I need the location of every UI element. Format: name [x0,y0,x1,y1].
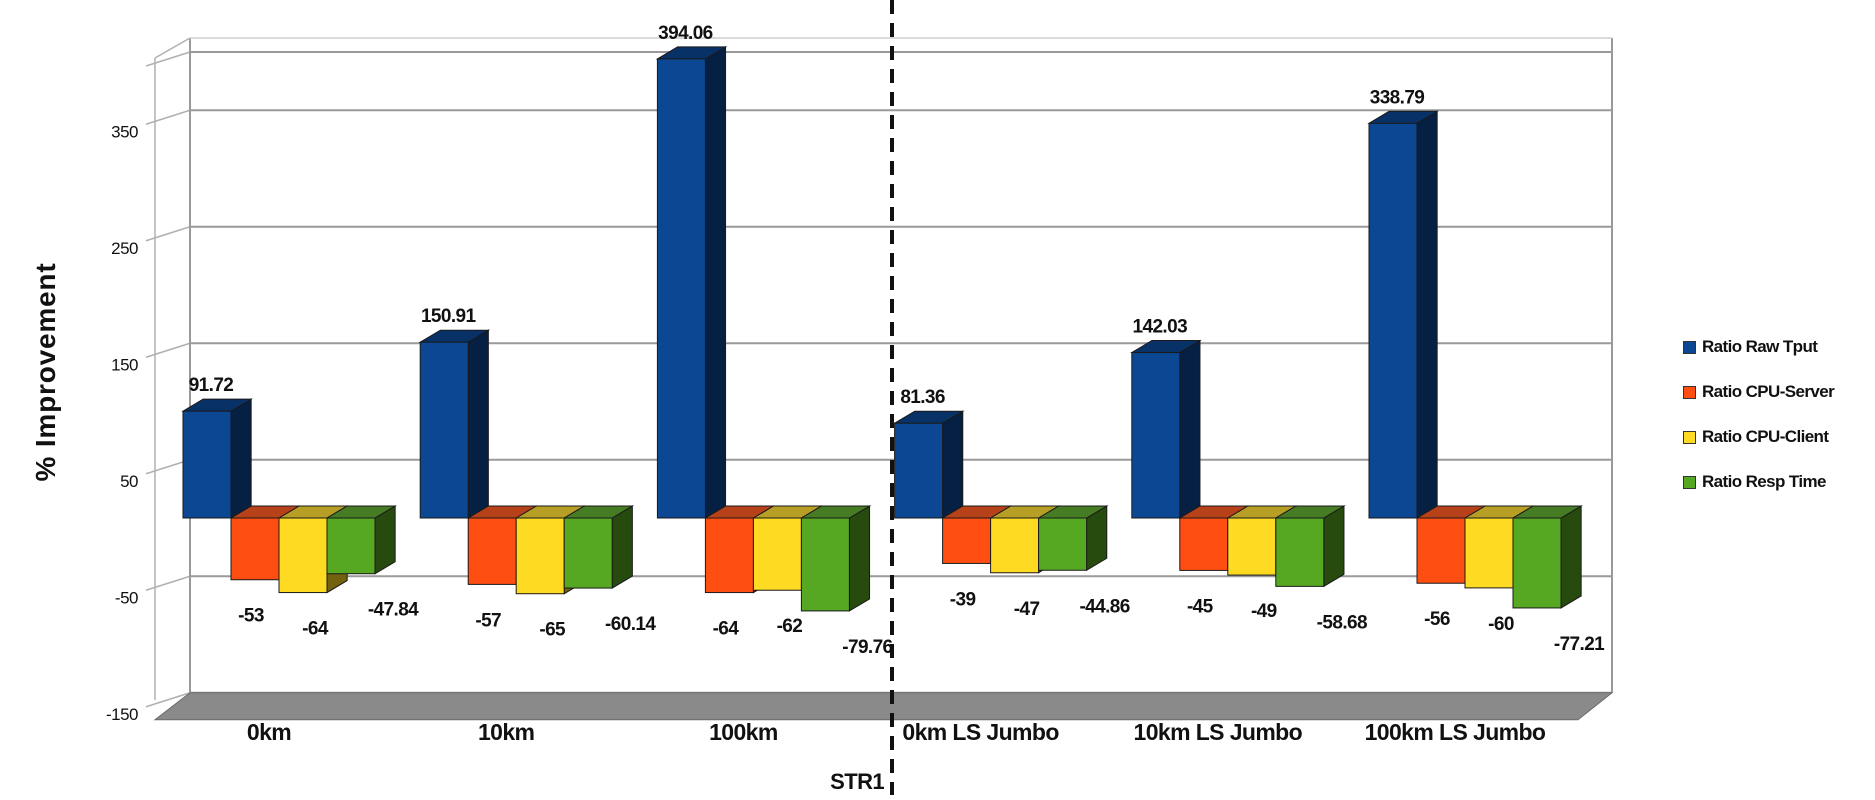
bar [892,410,965,519]
data-label: -47 [1014,599,1040,620]
gridline-side [145,575,191,591]
y-tick-label: 150 [111,355,138,374]
data-label: 142.03 [1133,317,1188,338]
data-label: -60 [1488,614,1514,635]
data-label: -79.76 [842,637,892,658]
legend-item: Ratio CPU-Server [1683,381,1873,403]
bar [655,46,728,519]
gridline-side [145,226,191,242]
category-label: 0km LS Jumbo [902,719,1059,745]
legend-item: Ratio CPU-Client [1683,426,1873,448]
data-label: -57 [475,610,501,631]
legend-swatch [1683,430,1696,444]
legend: Ratio Raw Tput Ratio CPU-Server Ratio CPU-… [1683,336,1873,516]
category-label: 0km [247,719,291,745]
bar [1367,110,1439,519]
data-label: 91.72 [189,375,234,396]
data-label: -58.68 [1317,612,1367,633]
legend-swatch [1683,385,1696,399]
data-label: 394.06 [658,23,713,44]
legend-label: Ratio CPU-Server [1702,382,1835,401]
divider-annotation: STR1 [830,769,884,794]
y-axis-title: % Improvement [30,263,61,482]
data-label: -64 [713,619,740,640]
legend-label: Ratio Resp Time [1702,472,1826,491]
legend-swatch [1683,475,1696,489]
gridline-side [145,51,191,67]
bar [325,505,397,575]
legend-label: Ratio CPU-Client [1702,427,1829,446]
data-label: 81.36 [900,387,945,408]
gridline-side [145,109,191,125]
bar [1036,505,1109,572]
gridline-side [145,342,191,358]
y-tick-label: -150 [106,705,138,724]
data-label: -47.84 [368,600,419,621]
bar [181,398,253,519]
gridline-side [145,692,191,708]
data-label: -49 [1251,601,1277,622]
y-tick-label: 50 [120,472,138,491]
category-label: 100km LS Jumbo [1365,719,1546,745]
data-label: -44.86 [1079,596,1129,617]
bar [1129,339,1202,519]
data-label: -64 [302,619,329,640]
category-label: 100km [709,719,778,745]
bar [799,505,872,612]
legend-label: Ratio Raw Tput [1702,337,1818,356]
data-label: 150.91 [421,306,477,327]
data-label: 338.79 [1370,87,1425,108]
side-wall-top [154,37,191,59]
bar [418,329,491,519]
legend-item: Ratio Resp Time [1683,471,1873,493]
data-label: -77.21 [1554,634,1605,655]
data-label: -65 [539,620,566,641]
legend-swatch [1683,340,1696,354]
category-label: 10km [478,719,535,745]
category-label: 10km LS Jumbo [1134,719,1303,745]
legend-item: Ratio Raw Tput [1683,336,1873,358]
bar [1273,505,1346,588]
data-label: -39 [950,589,976,610]
data-label: -60.14 [605,614,656,635]
data-label: -56 [1424,609,1450,630]
y-tick-label: 350 [111,122,138,141]
y-tick-label: -50 [115,588,138,607]
data-label: -53 [238,606,264,627]
chart-floor [153,692,1614,721]
data-label: -62 [777,616,803,637]
y-tick-label: 250 [111,239,138,258]
bar [1511,505,1583,609]
data-label: -45 [1187,596,1214,617]
bar [562,505,635,589]
